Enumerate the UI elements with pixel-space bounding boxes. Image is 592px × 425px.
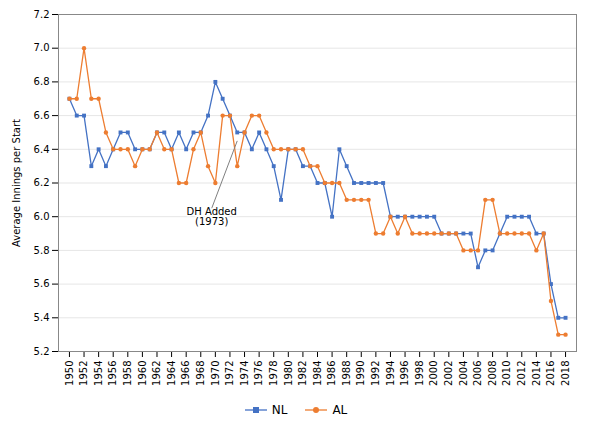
svg-text:1956: 1956 <box>107 361 118 386</box>
svg-text:6.0: 6.0 <box>34 211 50 222</box>
svg-text:7.0: 7.0 <box>34 42 50 53</box>
svg-text:5.2: 5.2 <box>34 346 50 357</box>
svg-text:1966: 1966 <box>180 361 191 386</box>
svg-text:1952: 1952 <box>78 361 89 386</box>
svg-text:1974: 1974 <box>239 361 250 386</box>
html-text:NL: NL <box>271 403 288 417</box>
svg-text:6.6: 6.6 <box>34 110 50 121</box>
svg-text:1958: 1958 <box>122 361 133 386</box>
svg-text:1996: 1996 <box>399 361 410 386</box>
svg-text:1960: 1960 <box>137 361 148 386</box>
svg-text:DH Added(1973): DH Added(1973) <box>187 206 237 227</box>
svg-text:6.2: 6.2 <box>34 177 50 188</box>
svg-text:1994: 1994 <box>385 361 396 386</box>
svg-text:1992: 1992 <box>370 361 381 386</box>
svg-text:5.6: 5.6 <box>34 278 50 289</box>
svg-text:2018: 2018 <box>560 361 571 386</box>
svg-text:1976: 1976 <box>253 361 264 386</box>
svg-text:1998: 1998 <box>414 361 425 386</box>
svg-text:7.2: 7.2 <box>34 9 50 20</box>
svg-text:1990: 1990 <box>355 361 366 386</box>
svg-text:2000: 2000 <box>428 361 439 386</box>
svg-text:1968: 1968 <box>195 361 206 386</box>
svg-text:1950: 1950 <box>64 361 75 386</box>
svg-text:1962: 1962 <box>151 361 162 386</box>
svg-text:5.8: 5.8 <box>34 245 50 256</box>
svg-text:2008: 2008 <box>487 361 498 386</box>
svg-text:1986: 1986 <box>326 361 337 386</box>
svg-text:6.4: 6.4 <box>34 144 50 155</box>
svg-text:1982: 1982 <box>297 361 308 386</box>
svg-text:1964: 1964 <box>166 361 177 386</box>
svg-text:Average Innings per Start: Average Innings per Start <box>11 119 22 247</box>
svg-text:1988: 1988 <box>341 361 352 386</box>
svg-text:1978: 1978 <box>268 361 279 386</box>
svg-text:1980: 1980 <box>283 361 294 386</box>
svg-text:6.8: 6.8 <box>34 76 50 87</box>
svg-text:2016: 2016 <box>545 361 556 386</box>
svg-text:2004: 2004 <box>458 361 469 386</box>
svg-text:2014: 2014 <box>531 361 542 386</box>
svg-text:2006: 2006 <box>472 361 483 386</box>
svg-text:2002: 2002 <box>443 361 454 386</box>
svg-text:2010: 2010 <box>501 361 512 386</box>
svg-text:1972: 1972 <box>224 361 235 386</box>
svg-text:5.4: 5.4 <box>34 312 50 323</box>
svg-text:1970: 1970 <box>210 361 221 386</box>
svg-text:2012: 2012 <box>516 361 527 386</box>
svg-text:1984: 1984 <box>312 361 323 386</box>
svg-text:1954: 1954 <box>93 361 104 386</box>
html-text:AL: AL <box>332 403 348 417</box>
